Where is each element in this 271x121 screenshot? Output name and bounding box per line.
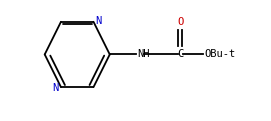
Text: N: N <box>53 83 59 93</box>
Text: NH: NH <box>137 49 149 59</box>
Text: OBu-t: OBu-t <box>205 49 236 59</box>
Text: C: C <box>177 49 183 59</box>
Text: O: O <box>177 17 183 27</box>
Text: N: N <box>96 16 102 26</box>
